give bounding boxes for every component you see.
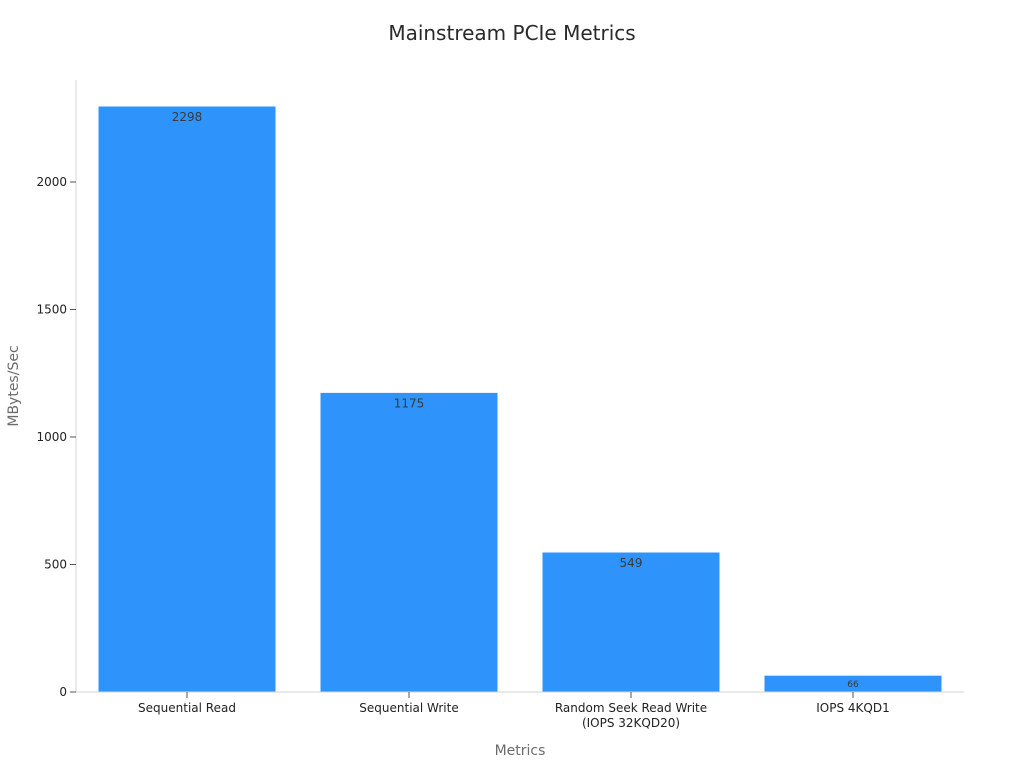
x-tick-label-2: Random Seek Read Write (IOPS 32KQD20) xyxy=(555,701,707,730)
data-labels-group: 2298 1175 549 66 xyxy=(172,110,859,690)
bar-1 xyxy=(319,391,499,693)
y-tick-label-1: 500 xyxy=(44,558,67,572)
y-tick-label-2: 1000 xyxy=(36,430,67,444)
data-label-3: 66 xyxy=(847,680,859,690)
x-tick-label-0: Sequential Read xyxy=(138,701,236,715)
y-tick-label-0: 0 xyxy=(59,685,67,699)
data-label-2: 549 xyxy=(620,556,643,570)
y-axis-title: MBytes/Sec xyxy=(6,345,22,426)
x-tick-label-1: Sequential Write xyxy=(359,701,458,715)
chart-title: Mainstream PCIe Metrics xyxy=(388,21,635,45)
x-tick-label-3: IOPS 4KQD1 xyxy=(816,701,889,715)
axes-group: 0 500 1000 1500 2000 Sequential Read Sequentia… xyxy=(36,80,964,730)
x-axis-title: Metrics xyxy=(495,743,546,759)
bar-0 xyxy=(97,105,277,693)
y-tick-label-3: 1500 xyxy=(36,303,67,317)
bars-group xyxy=(97,105,943,693)
y-tick-label-4: 2000 xyxy=(36,175,67,189)
data-label-0: 2298 xyxy=(172,110,203,124)
bar-2 xyxy=(541,551,721,693)
data-label-1: 1175 xyxy=(394,396,425,410)
